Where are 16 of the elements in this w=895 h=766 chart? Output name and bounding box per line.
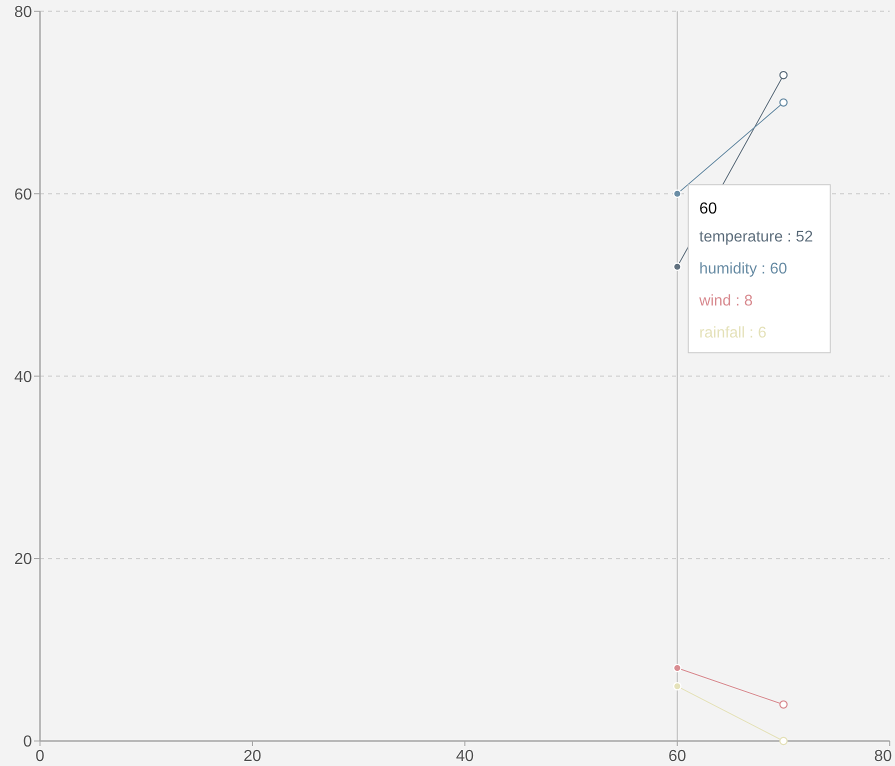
tooltip: 60 temperature : 52 humidity : 60 wind : 8 rainfall : 6 <box>688 184 831 354</box>
y-tick-label: 0 <box>23 734 32 751</box>
x-tick-label: 20 <box>244 748 262 765</box>
point <box>673 682 682 690</box>
y-tick-label: 80 <box>14 4 32 21</box>
ref-line-label: 60 <box>699 200 718 218</box>
x-tick-label: 0 <box>36 748 45 765</box>
y-tick-label: 60 <box>14 186 32 204</box>
x-tick-label: 40 <box>456 748 474 765</box>
point <box>673 664 682 672</box>
y-tick-label: 20 <box>14 551 32 568</box>
y-tick-label: 40 <box>14 368 32 386</box>
point <box>673 262 682 271</box>
x-tick-label: 60 <box>668 748 686 765</box>
point <box>673 190 682 198</box>
x-tick-label: 80 <box>874 748 892 765</box>
